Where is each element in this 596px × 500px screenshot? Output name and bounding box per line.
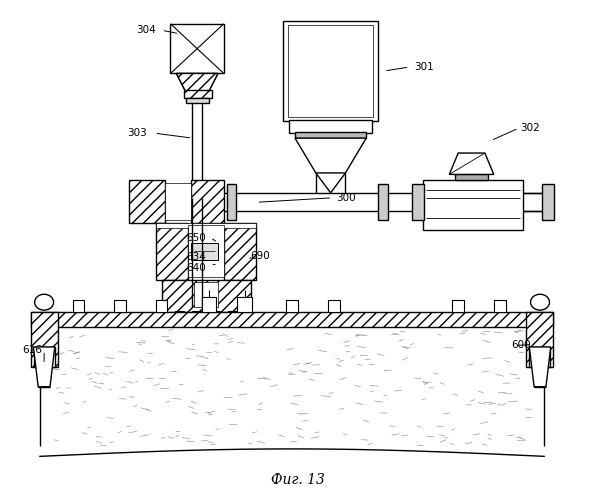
Bar (193, 310, 202, 320)
Circle shape (530, 294, 550, 310)
Bar (162, 280, 250, 312)
Bar (288, 26, 373, 117)
Bar (202, 297, 216, 312)
Bar (184, 90, 212, 98)
Text: Фиг. 13: Фиг. 13 (271, 472, 325, 486)
Bar (283, 22, 378, 120)
Circle shape (35, 294, 54, 310)
Bar (378, 184, 388, 220)
Bar (493, 300, 505, 312)
Bar (156, 222, 188, 280)
Polygon shape (33, 347, 55, 387)
Bar (156, 222, 256, 228)
Text: 616: 616 (22, 346, 42, 356)
Bar (526, 312, 553, 367)
Bar (187, 98, 209, 103)
Bar (452, 300, 464, 312)
Text: 303: 303 (127, 128, 147, 138)
Bar (114, 300, 126, 312)
Bar (542, 184, 554, 220)
Bar (529, 347, 550, 367)
Bar (328, 300, 340, 312)
Bar (295, 132, 366, 138)
Bar (227, 184, 235, 220)
Text: 302: 302 (520, 123, 540, 133)
Bar (412, 184, 424, 220)
Text: 640: 640 (187, 263, 206, 273)
Bar (194, 282, 218, 307)
Text: 634: 634 (186, 252, 206, 262)
Bar (156, 300, 167, 312)
Bar (170, 24, 224, 74)
Bar (191, 242, 218, 260)
Polygon shape (176, 74, 218, 91)
Polygon shape (176, 74, 218, 91)
Bar (286, 300, 298, 312)
Bar (73, 300, 85, 312)
Polygon shape (295, 138, 366, 173)
Bar (31, 312, 553, 327)
Bar (188, 225, 224, 278)
Bar (31, 312, 58, 367)
Bar (164, 183, 191, 220)
Text: 690: 690 (250, 251, 271, 261)
Polygon shape (529, 347, 551, 387)
Text: 600: 600 (511, 340, 531, 350)
Bar (175, 310, 184, 320)
Bar (210, 310, 220, 320)
Bar (228, 310, 237, 320)
Bar (191, 180, 224, 222)
Text: 304: 304 (136, 25, 156, 35)
Polygon shape (449, 153, 493, 174)
Bar (423, 180, 523, 230)
Text: 300: 300 (337, 193, 356, 203)
Bar (34, 347, 55, 367)
Bar (129, 180, 164, 222)
Bar (289, 120, 372, 133)
Bar (455, 174, 488, 180)
Bar (237, 297, 252, 312)
Text: 301: 301 (414, 62, 433, 72)
Text: 650: 650 (187, 232, 206, 242)
Bar (224, 222, 256, 280)
